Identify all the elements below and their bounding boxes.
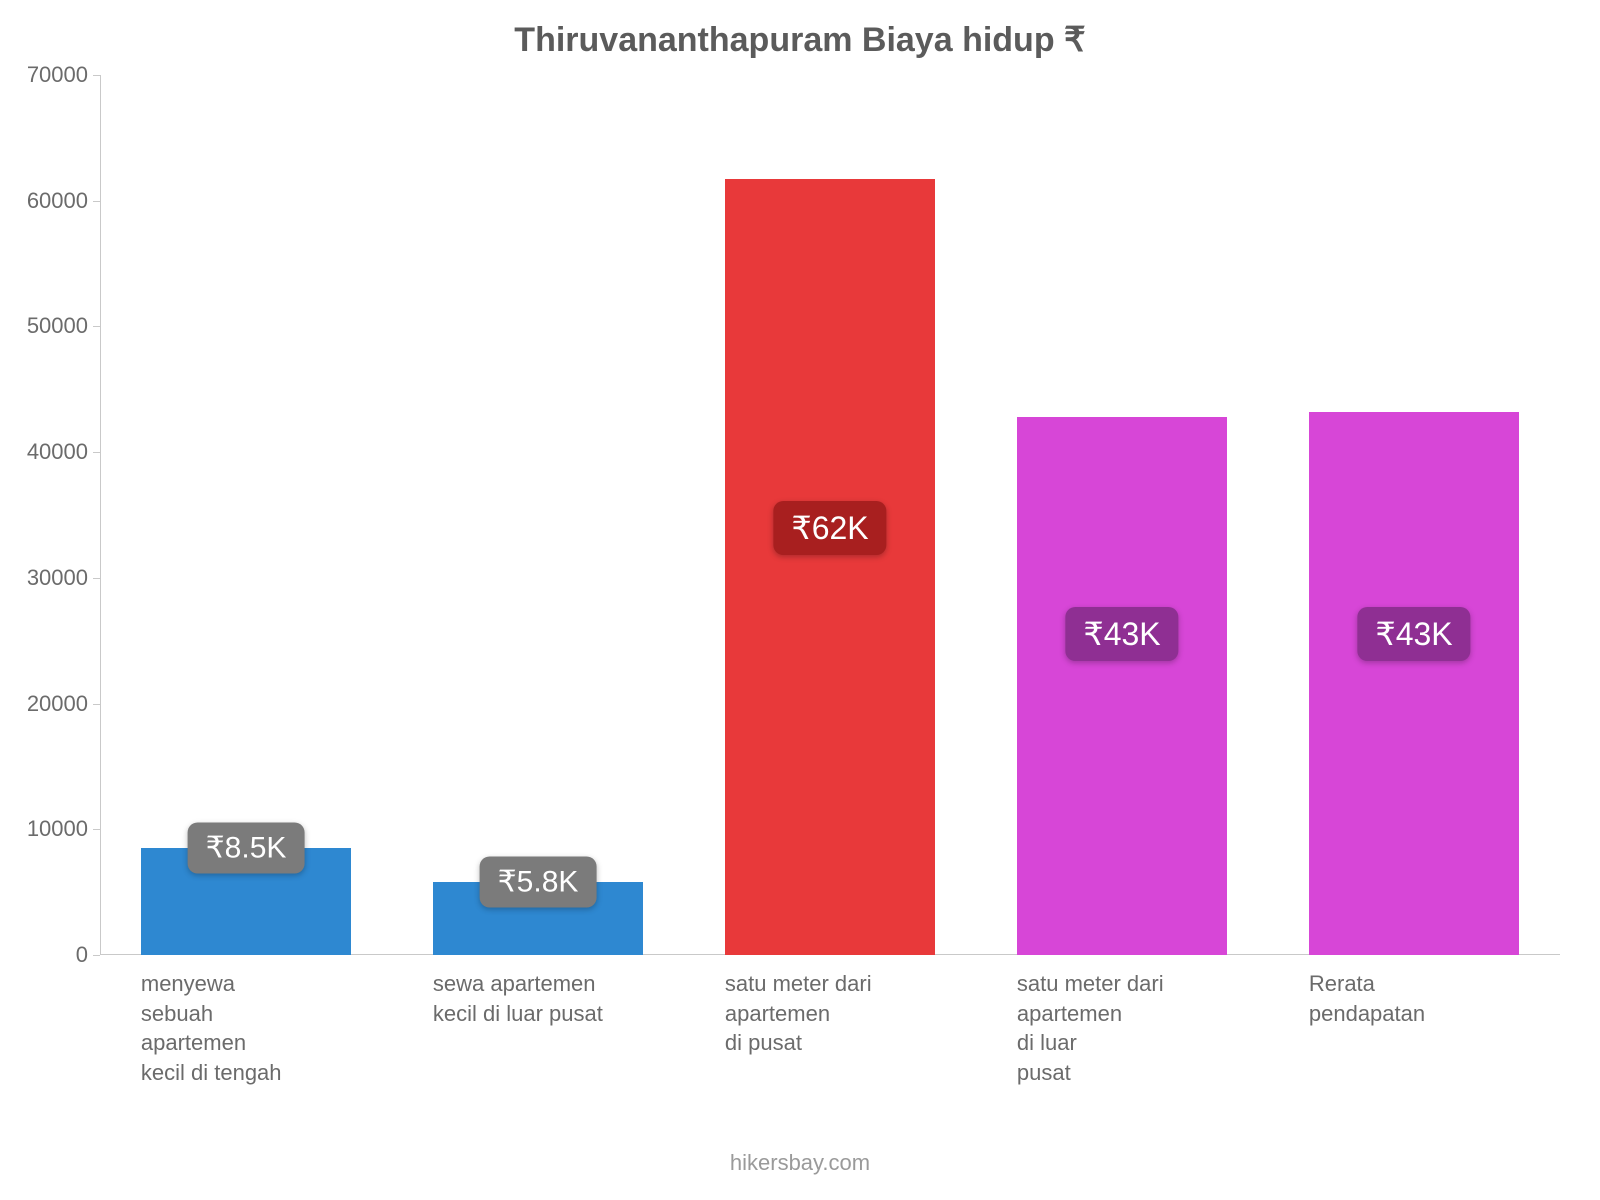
x-category-label: satu meter dariapartemendi pusat xyxy=(725,969,935,1058)
bar xyxy=(1017,417,1227,955)
plot-area: 010000200003000040000500006000070000₹8.5… xyxy=(100,75,1560,955)
bar xyxy=(1309,412,1519,955)
x-category-label: Reratapendapatan xyxy=(1309,969,1519,1028)
chart-container: Thiruvananthapuram Biaya hidup ₹ 0100002… xyxy=(0,0,1600,1200)
y-tick-label: 20000 xyxy=(27,691,100,717)
y-tick-label: 10000 xyxy=(27,816,100,842)
y-tick-label: 60000 xyxy=(27,188,100,214)
y-tick-label: 70000 xyxy=(27,62,100,88)
x-category-label: satu meter dariapartemendi luarpusat xyxy=(1017,969,1227,1088)
value-badge: ₹43K xyxy=(1357,607,1470,661)
value-badge: ₹5.8K xyxy=(480,857,597,908)
value-badge: ₹43K xyxy=(1065,607,1178,661)
footer-credit: hikersbay.com xyxy=(0,1150,1600,1176)
x-category-label: sewa apartemenkecil di luar pusat xyxy=(433,969,643,1028)
x-category-label: menyewasebuahapartemenkecil di tengah xyxy=(141,969,351,1088)
y-axis-line xyxy=(100,75,101,955)
bar xyxy=(725,179,935,955)
value-badge: ₹62K xyxy=(773,501,886,555)
y-tick-label: 40000 xyxy=(27,439,100,465)
y-tick-label: 50000 xyxy=(27,313,100,339)
chart-title: Thiruvananthapuram Biaya hidup ₹ xyxy=(0,20,1600,60)
y-tick-label: 0 xyxy=(76,942,100,968)
value-badge: ₹8.5K xyxy=(188,823,305,874)
y-tick-label: 30000 xyxy=(27,565,100,591)
